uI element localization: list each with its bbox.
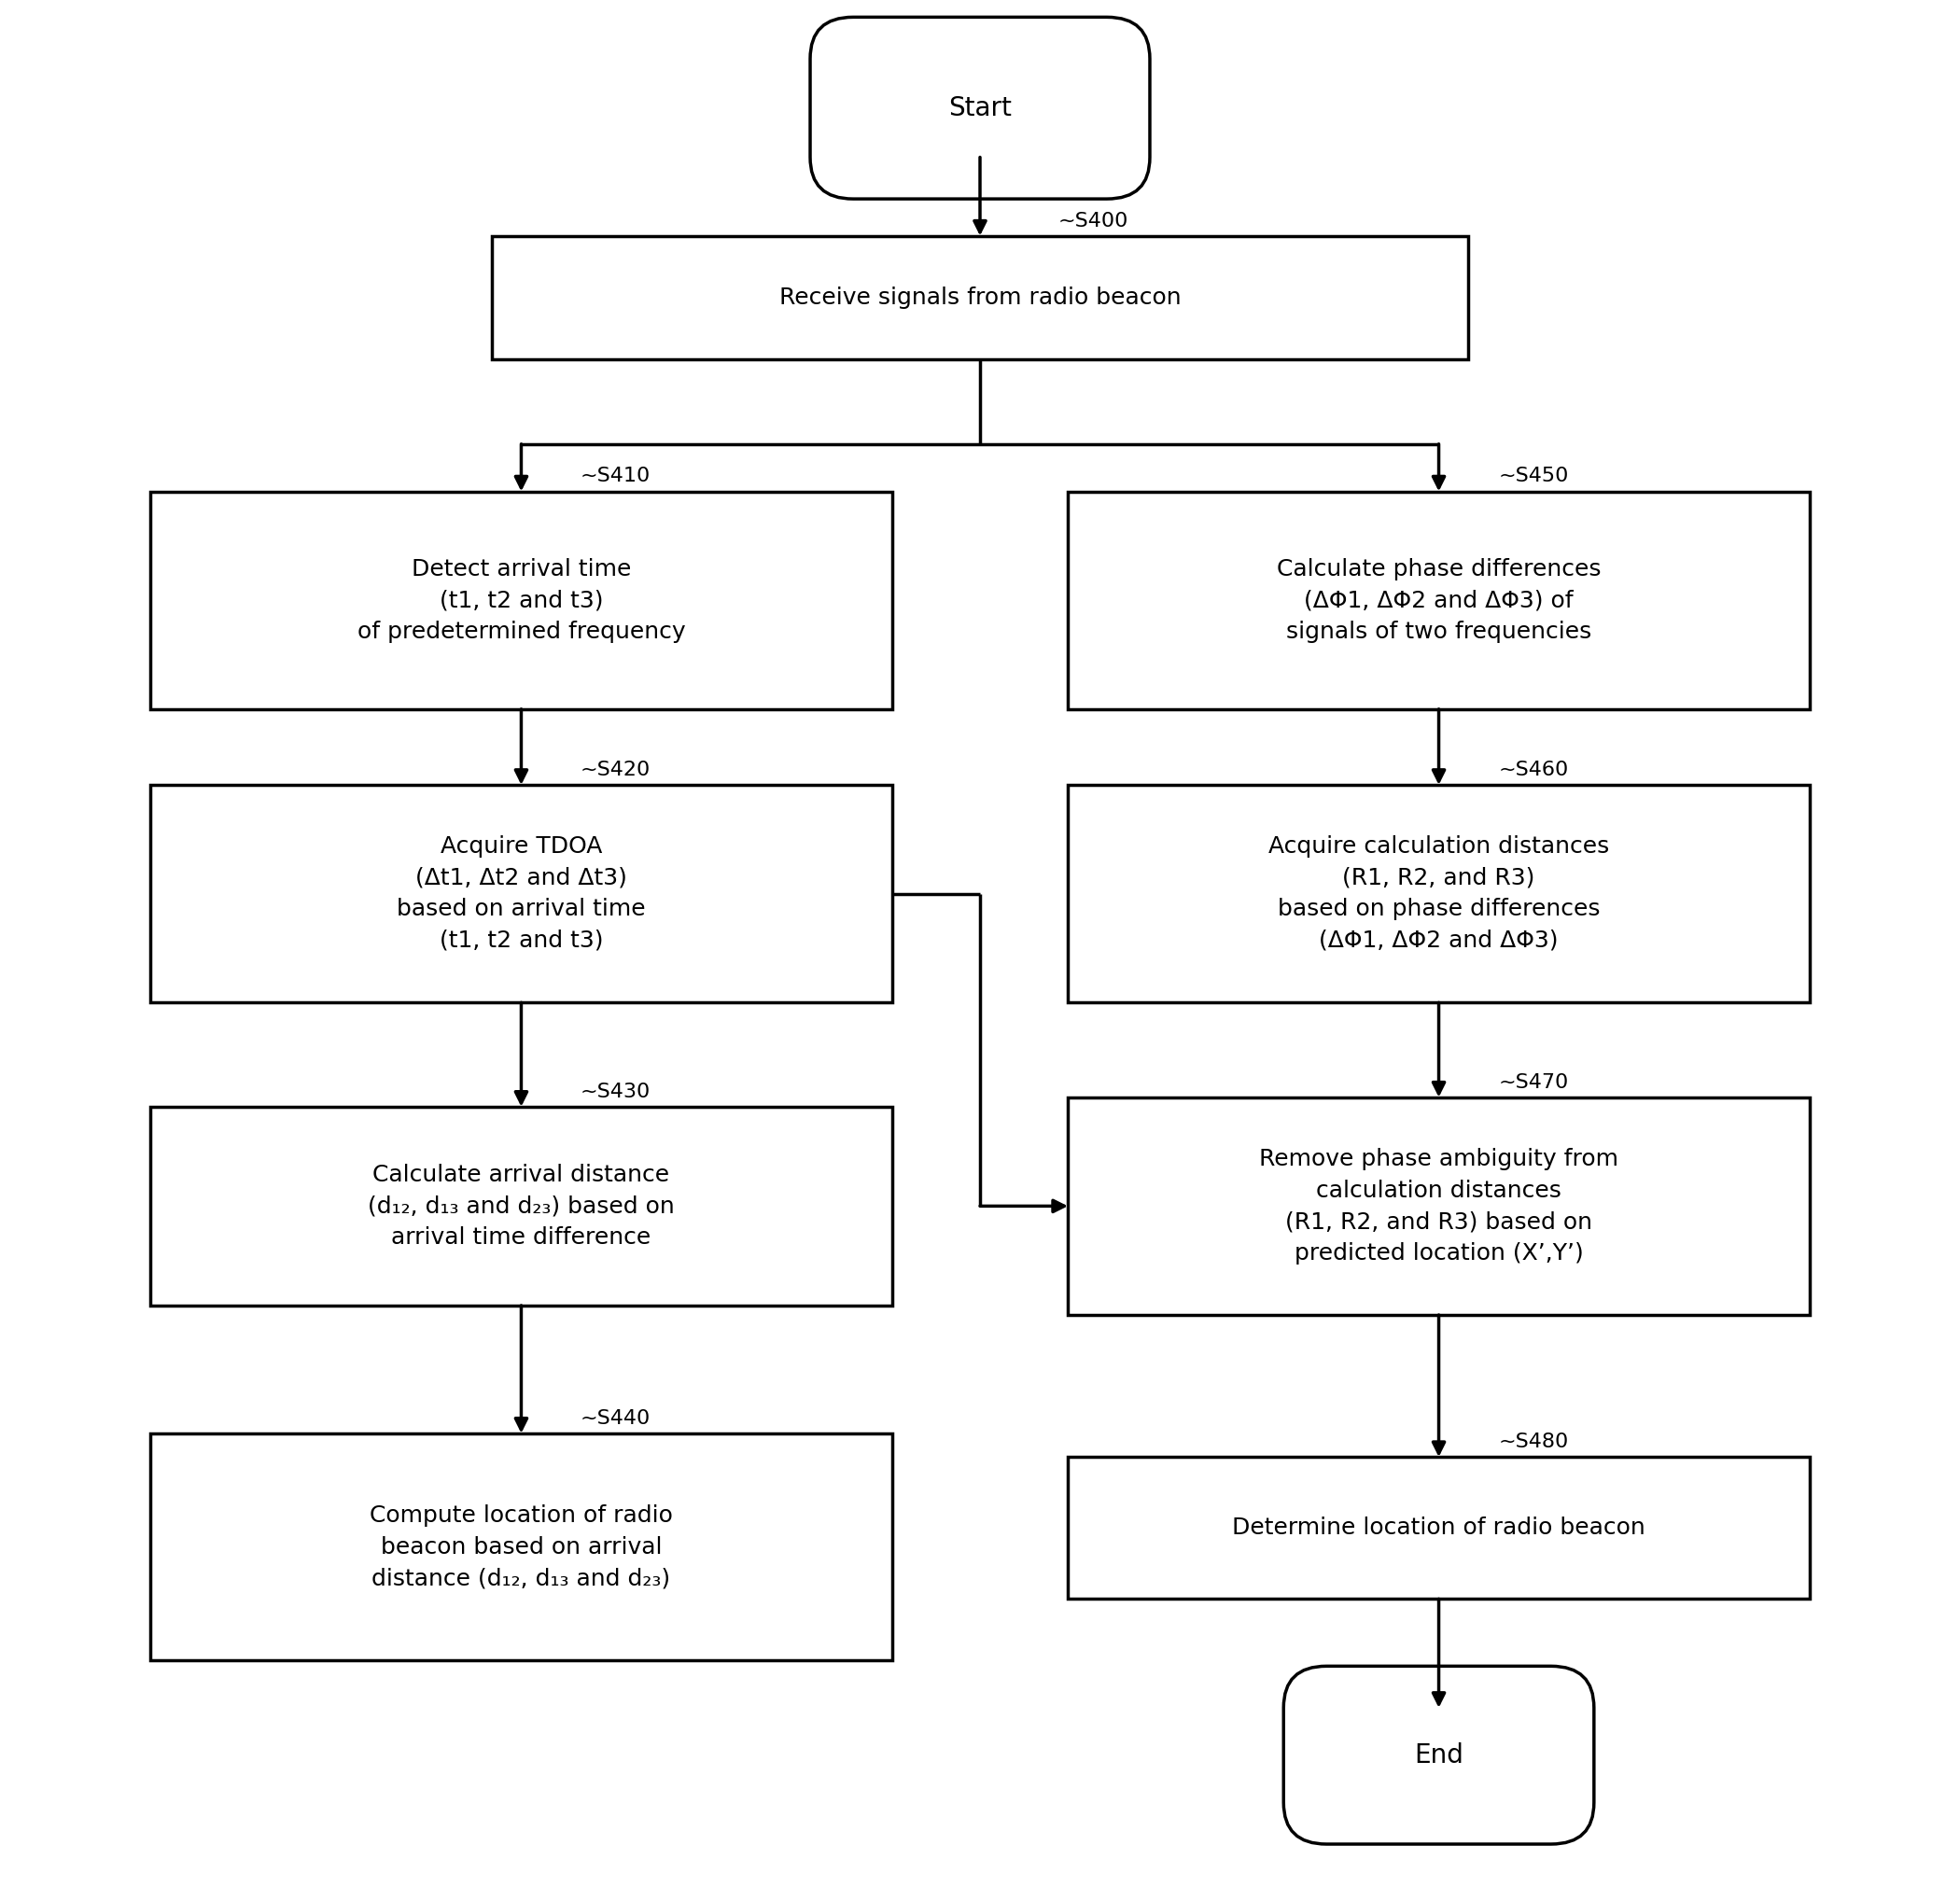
Bar	[1068, 1097, 1809, 1315]
Text: ~S440: ~S440	[580, 1409, 651, 1428]
Text: End: End	[1413, 1741, 1464, 1768]
Text: Calculate arrival distance
(d₁₂, d₁₃ and d₂₃) based on
arrival time difference: Calculate arrival distance (d₁₂, d₁₃ and…	[368, 1163, 674, 1249]
Text: Acquire TDOA
(Δt1, Δt2 and Δt3)
based on arrival time
(t1, t2 and t3): Acquire TDOA (Δt1, Δt2 and Δt3) based on…	[396, 836, 645, 952]
Text: Acquire calculation distances
(R1, R2, and R3)
based on phase differences
(ΔΦ1, : Acquire calculation distances (R1, R2, a…	[1268, 836, 1609, 952]
Bar	[151, 1433, 892, 1660]
FancyBboxPatch shape	[1284, 1665, 1593, 1844]
Text: Receive signals from radio beacon: Receive signals from radio beacon	[778, 287, 1182, 308]
Text: ~S420: ~S420	[580, 760, 651, 779]
FancyBboxPatch shape	[809, 17, 1151, 200]
Bar	[492, 236, 1468, 359]
Text: Remove phase ambiguity from
calculation distances
(R1, R2, and R3) based on
pred: Remove phase ambiguity from calculation …	[1258, 1148, 1619, 1264]
Text: Calculate phase differences
(ΔΦ1, ΔΦ2 and ΔΦ3) of
signals of two frequencies: Calculate phase differences (ΔΦ1, ΔΦ2 an…	[1276, 557, 1601, 643]
Bar	[1068, 490, 1809, 709]
Text: Compute location of radio
beacon based on arrival
distance (d₁₂, d₁₃ and d₂₃): Compute location of radio beacon based o…	[370, 1504, 672, 1589]
Text: Detect arrival time
(t1, t2 and t3)
of predetermined frequency: Detect arrival time (t1, t2 and t3) of p…	[357, 557, 686, 643]
Text: ~S480: ~S480	[1497, 1433, 1568, 1450]
Text: ~S430: ~S430	[580, 1082, 651, 1101]
Bar	[151, 490, 892, 709]
Text: ~S400: ~S400	[1058, 211, 1129, 230]
Text: ~S460: ~S460	[1497, 760, 1568, 779]
Bar	[151, 1106, 892, 1306]
Text: ~S410: ~S410	[580, 468, 651, 487]
Bar	[1068, 785, 1809, 1002]
Bar	[151, 785, 892, 1002]
Text: ~S470: ~S470	[1497, 1072, 1568, 1091]
Text: Start: Start	[949, 95, 1011, 122]
Text: ~S450: ~S450	[1497, 468, 1568, 487]
Text: Determine location of radio beacon: Determine location of radio beacon	[1233, 1517, 1644, 1540]
Bar	[1068, 1456, 1809, 1599]
